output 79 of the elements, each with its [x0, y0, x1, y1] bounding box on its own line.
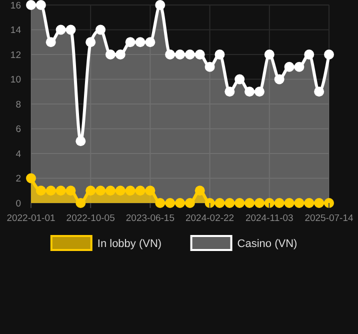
- point: [125, 186, 136, 196]
- point: [254, 198, 264, 208]
- point: [125, 37, 136, 48]
- point: [135, 37, 146, 48]
- point: [284, 62, 294, 72]
- point: [105, 186, 116, 196]
- point: [324, 50, 334, 60]
- point: [56, 24, 66, 35]
- point: [175, 50, 185, 60]
- point: [264, 50, 274, 60]
- point: [254, 86, 264, 97]
- point: [324, 198, 334, 208]
- point: [66, 186, 76, 196]
- legend-label: In lobby (VN): [97, 238, 162, 250]
- point: [175, 198, 185, 208]
- point: [214, 50, 225, 60]
- point: [284, 198, 294, 208]
- x-tick-label: 2024-02-22: [185, 213, 234, 224]
- point: [244, 86, 255, 97]
- point: [224, 198, 235, 208]
- point: [234, 74, 245, 84]
- y-tick-label: 6: [16, 124, 21, 136]
- x-tick-label: 2022-10-05: [66, 213, 115, 224]
- y-tick-label: 8: [16, 99, 21, 110]
- point: [264, 198, 274, 208]
- point: [96, 186, 106, 196]
- y-tick-label: 14: [10, 25, 21, 36]
- point: [46, 37, 56, 48]
- point: [115, 186, 126, 196]
- point: [304, 198, 314, 208]
- point: [244, 198, 255, 208]
- point: [165, 198, 176, 208]
- y-tick-label: 12: [10, 50, 21, 61]
- point: [36, 0, 46, 10]
- point: [234, 198, 245, 208]
- point: [304, 50, 314, 60]
- point: [76, 198, 86, 208]
- y-tick-label: 0: [16, 198, 21, 210]
- point: [194, 186, 205, 196]
- point: [214, 198, 225, 208]
- point: [76, 136, 86, 146]
- point: [165, 50, 176, 60]
- legend-label: Casino (VN): [237, 238, 298, 250]
- point: [204, 198, 215, 208]
- point: [115, 50, 126, 60]
- x-tick-label: 2022-01-01: [6, 213, 56, 224]
- point: [145, 186, 156, 196]
- point: [294, 198, 304, 208]
- point: [224, 86, 235, 97]
- point: [66, 24, 76, 35]
- point: [105, 50, 116, 60]
- point: [314, 86, 324, 97]
- point: [86, 37, 96, 48]
- point: [274, 74, 284, 84]
- point: [314, 198, 324, 208]
- point: [155, 0, 166, 10]
- x-tick-label: 2024-11-03: [245, 213, 294, 224]
- point: [26, 173, 36, 184]
- point: [135, 186, 146, 196]
- point: [184, 50, 195, 60]
- point: [36, 186, 46, 196]
- point: [26, 0, 36, 10]
- point: [274, 198, 284, 208]
- point: [184, 198, 195, 208]
- y-tick-label: 10: [10, 74, 21, 86]
- point: [194, 50, 205, 60]
- point: [96, 24, 106, 35]
- point: [155, 198, 166, 208]
- point: [56, 186, 66, 196]
- x-tick-label: 2025-07-14: [304, 213, 354, 224]
- y-tick-label: 16: [10, 0, 21, 12]
- point: [204, 62, 215, 72]
- point: [86, 186, 96, 196]
- point: [46, 186, 56, 196]
- point: [145, 37, 156, 48]
- x-tick-label: 2023-06-15: [126, 213, 175, 224]
- y-tick-label: 2: [16, 174, 21, 185]
- point: [294, 62, 304, 72]
- y-tick-label: 4: [16, 148, 21, 160]
